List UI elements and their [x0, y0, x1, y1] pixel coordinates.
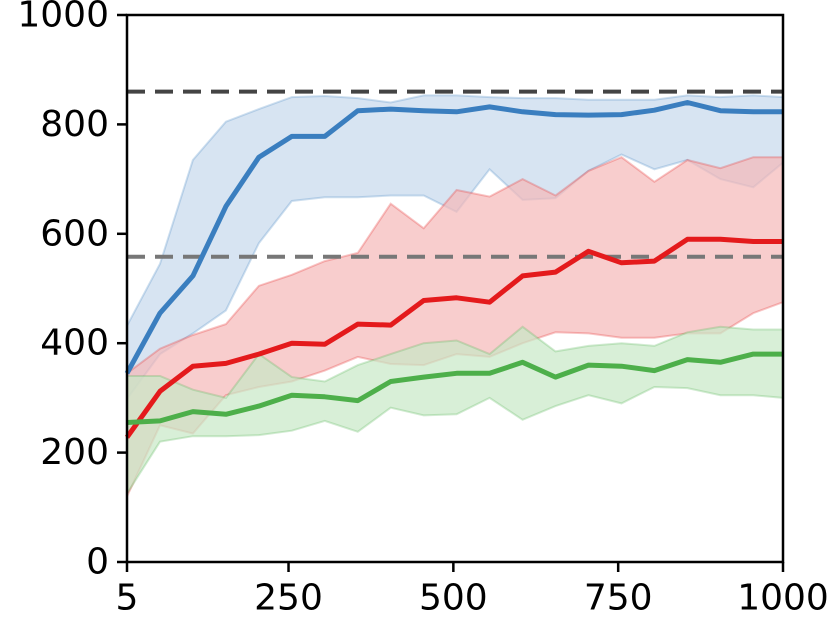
series-lines — [124, 100, 783, 439]
y-tick-label-1: 200 — [40, 432, 109, 473]
series-1-line — [124, 236, 783, 439]
series-0-line — [124, 100, 783, 375]
x-tick-label-3: 750 — [584, 578, 653, 619]
plot-frame — [125, 13, 785, 564]
y-tick-label-5: 1000 — [17, 0, 109, 36]
x-tick-label-0: 5 — [116, 578, 139, 619]
reference-lines — [127, 89, 783, 259]
x-tick-label-2: 500 — [419, 578, 488, 619]
series-2-line — [126, 351, 783, 425]
x-tick-label-4: 1000 — [737, 578, 829, 619]
y-tick-label-0: 0 — [86, 542, 109, 583]
y-tick-label-4: 800 — [40, 104, 109, 145]
y-tick-label-2: 400 — [40, 323, 109, 364]
y-tick-label-3: 600 — [40, 213, 109, 254]
axes: 0 200 400 600 800 1000 5 250 500 750 1000 — [17, 0, 828, 619]
x-tick-label-1: 250 — [254, 578, 323, 619]
